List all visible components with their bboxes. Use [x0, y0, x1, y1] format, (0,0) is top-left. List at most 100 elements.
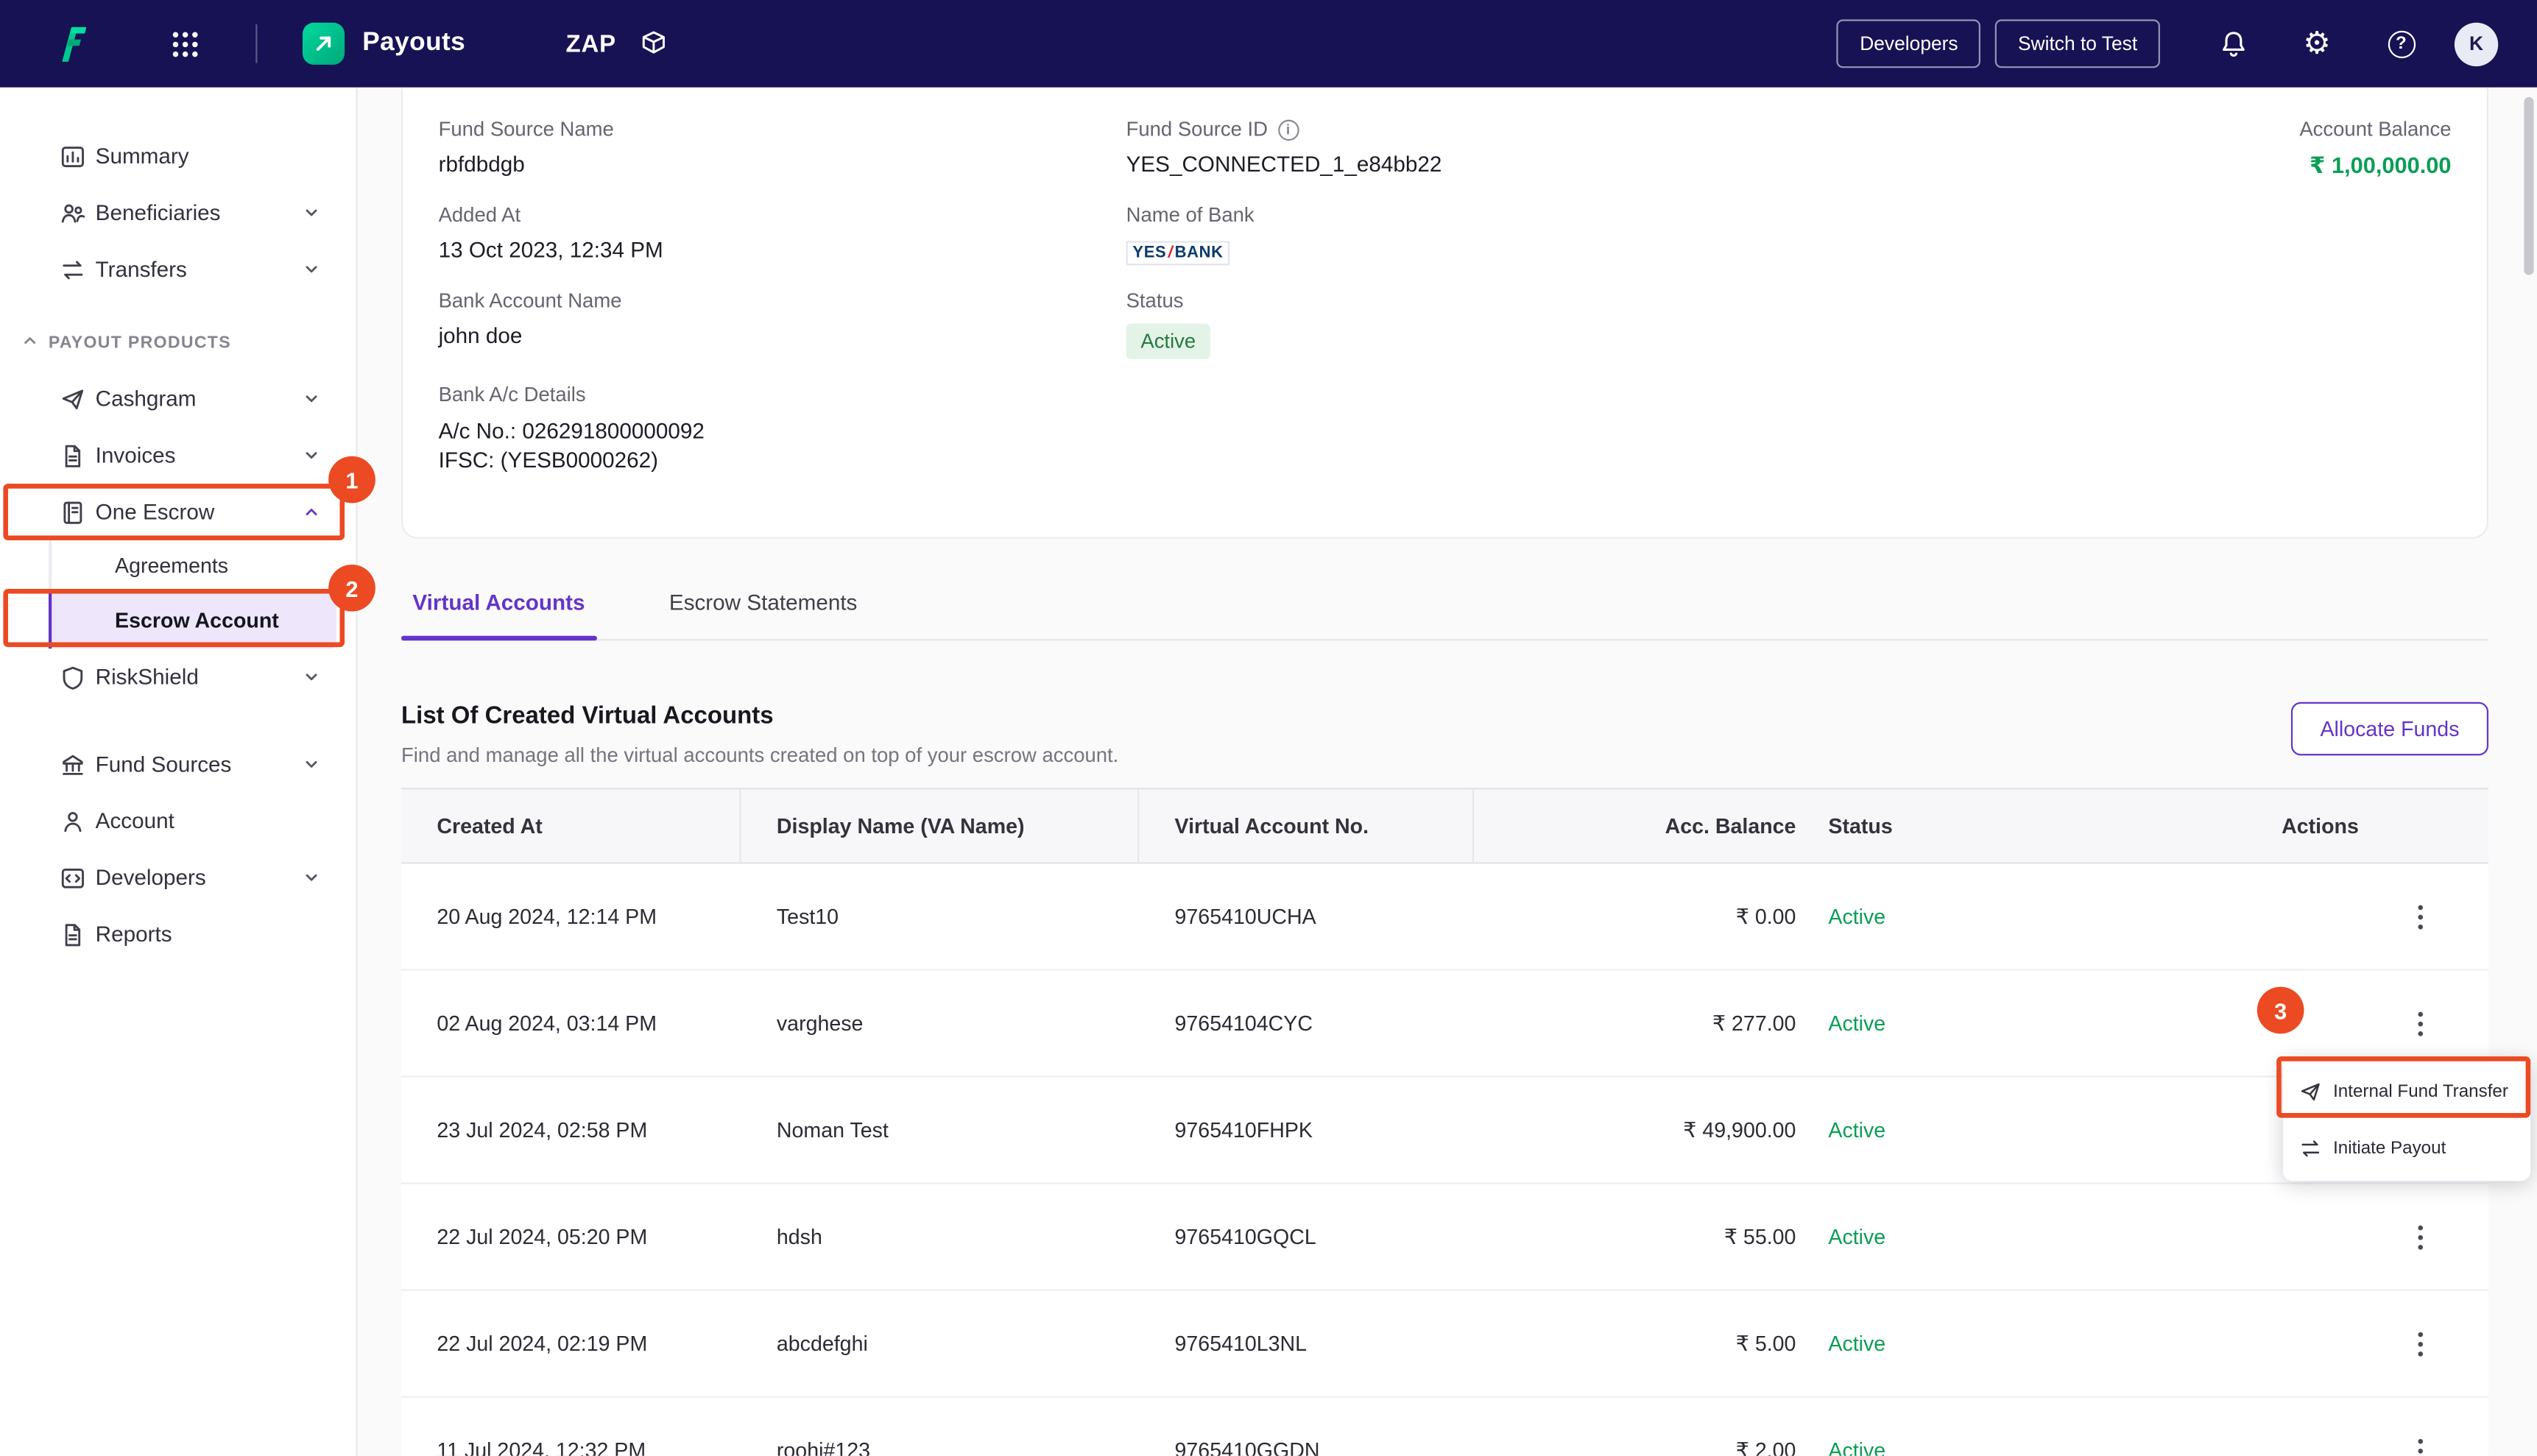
help-icon[interactable]: ?	[2383, 26, 2418, 61]
tab-escrow-statements[interactable]: Escrow Statements	[668, 590, 858, 615]
display-name-cell: Test10	[776, 904, 839, 929]
status-cell: Active	[1828, 1331, 1886, 1356]
chevron-down-icon	[303, 869, 320, 886]
sidebar-item-label: RiskShield	[95, 665, 199, 690]
chevron-up-icon	[21, 328, 39, 357]
status-badge: Active	[1126, 323, 1210, 359]
tab-virtual-accounts[interactable]: Virtual Accounts	[401, 578, 596, 641]
column-header: Created At	[401, 789, 741, 863]
va-number-cell: 9765410FHPK	[1174, 1117, 1313, 1142]
field-label: Status	[1126, 289, 1184, 313]
field-label: Fund Source ID i	[1126, 118, 2079, 141]
va-number-cell: 9765410UCHA	[1174, 904, 1316, 929]
one-escrow-submenu: Agreements Escrow Account	[48, 540, 356, 649]
sidebar-item-label: Escrow Account	[115, 607, 279, 632]
allocate-funds-button[interactable]: Allocate Funds	[2290, 702, 2489, 756]
chevron-down-icon	[303, 390, 320, 408]
sidebar-item-label: Account	[95, 808, 174, 833]
paper-plane-icon	[2301, 1082, 2320, 1100]
field-value: john doe	[438, 323, 523, 348]
sidebar-item-one-escrow[interactable]: One Escrow	[0, 484, 356, 540]
balance-cell: ₹ 5.00	[1735, 1330, 1796, 1355]
info-icon[interactable]: i	[1277, 119, 1299, 141]
column-header: Status	[1828, 813, 1893, 838]
sidebar-item-label: One Escrow	[95, 500, 215, 525]
sidebar-item-label: Cashgram	[95, 386, 197, 411]
payouts-product-icon	[302, 22, 345, 65]
table-row: 20 Aug 2024, 12:14 PM Test10 9765410UCHA…	[401, 863, 2489, 971]
row-actions-kebab-icon[interactable]	[2401, 1004, 2440, 1043]
status-cell: Active	[1828, 904, 1886, 929]
page-scrollbar[interactable]	[2524, 96, 2534, 275]
field-value: 13 Oct 2023, 12:34 PM	[438, 238, 663, 263]
sidebar-item-escrow-account[interactable]: Escrow Account	[48, 590, 337, 649]
sidebar-item-label: Summary	[95, 144, 189, 169]
fund-source-name-field: Fund Source Name rbfdbdgb	[439, 118, 1126, 180]
sidebar-item-label: Fund Sources	[95, 752, 232, 777]
bank-ac-details-field: Bank A/c Details A/c No.: 02629180000009…	[439, 384, 1126, 476]
sidebar-item-developers[interactable]: Developers	[0, 849, 356, 906]
balance-cell: ₹ 0.00	[1735, 903, 1796, 928]
transfers-icon	[58, 255, 85, 283]
field-label: Name of Bank	[1126, 203, 1255, 227]
fund-sources-icon	[58, 751, 85, 778]
invoices-icon	[58, 442, 85, 469]
column-header: Virtual Account No.	[1139, 789, 1475, 863]
sidebar-item-label: Beneficiaries	[95, 200, 221, 225]
sidebar-item-account[interactable]: Account	[0, 793, 356, 849]
sidebar-item-invoices[interactable]: Invoices	[0, 427, 356, 484]
switch-to-test-button[interactable]: Switch to Test	[1995, 19, 2160, 68]
field-label: Bank A/c Details	[438, 383, 586, 406]
product-name: Payouts	[362, 29, 466, 57]
developers-button[interactable]: Developers	[1837, 19, 1981, 68]
created-at-cell: 02 Aug 2024, 03:14 PM	[437, 1011, 657, 1036]
menu-item-internal-fund-transfer[interactable]: Internal Fund Transfer	[2283, 1063, 2530, 1120]
sidebar-item-agreements[interactable]: Agreements	[52, 540, 336, 590]
row-actions-kebab-icon[interactable]	[2401, 1431, 2440, 1456]
cashfree-logo-icon[interactable]	[49, 23, 91, 65]
created-at-cell: 22 Jul 2024, 02:19 PM	[437, 1331, 648, 1356]
account-balance-field: Account Balance ₹ 1,00,000.00	[2079, 118, 2451, 180]
field-label: Bank Account Name	[438, 289, 622, 313]
summary-icon	[58, 142, 85, 169]
one-escrow-icon	[58, 498, 85, 526]
row-actions-kebab-icon[interactable]	[2401, 1324, 2440, 1363]
status-field: Status Active	[1126, 289, 2079, 359]
row-actions-kebab-icon[interactable]	[2401, 897, 2440, 936]
balance-cell: ₹ 2.00	[1735, 1437, 1796, 1456]
user-avatar[interactable]: K	[2454, 21, 2499, 66]
settings-gear-icon[interactable]: ⚙	[2303, 25, 2331, 61]
chevron-down-icon	[303, 261, 320, 278]
apps-grid-icon[interactable]	[169, 27, 201, 60]
tab-bar: Virtual Accounts Escrow Statements	[401, 578, 2489, 641]
sidebar-section-label: PAYOUT PRODUCTS	[48, 332, 231, 352]
sidebar-item-reports[interactable]: Reports	[0, 906, 356, 963]
balance-cell: ₹ 49,900.00	[1683, 1117, 1796, 1142]
table-row: 11 Jul 2024, 12:32 PM roohi#123 9765410G…	[401, 1397, 2489, 1456]
sidebar-item-riskshield[interactable]: RiskShield	[0, 649, 356, 705]
sidebar-item-summary[interactable]: Summary	[0, 128, 356, 185]
table-row: 22 Jul 2024, 05:20 PM hdsh 9765410GQCL ₹…	[401, 1184, 2489, 1291]
sidebar-item-cashgram[interactable]: Cashgram	[0, 370, 356, 427]
yes-bank-logo: YES / BANK	[1126, 241, 1230, 266]
developers-icon	[58, 864, 85, 891]
reports-icon	[58, 920, 85, 947]
created-at-cell: 20 Aug 2024, 12:14 PM	[437, 904, 657, 929]
balance-cell: ₹ 55.00	[1723, 1223, 1796, 1248]
workspace-name: ZAP	[565, 29, 617, 58]
chevron-down-icon	[303, 755, 320, 773]
top-navbar: Payouts ZAP Developers Switch to Test ⚙ …	[0, 0, 2537, 88]
va-number-cell: 9765410GQCL	[1174, 1224, 1316, 1249]
workspace-switcher-icon[interactable]	[639, 29, 668, 59]
sidebar-item-beneficiaries[interactable]: Beneficiaries	[0, 185, 356, 241]
transfer-arrows-icon	[2301, 1139, 2320, 1156]
menu-item-initiate-payout[interactable]: Initiate Payout	[2283, 1120, 2530, 1176]
row-actions-kebab-icon[interactable]	[2401, 1218, 2440, 1257]
menu-item-label: Internal Fund Transfer	[2333, 1081, 2508, 1101]
bank-name-field: Name of Bank YES / BANK	[1126, 204, 2079, 266]
sidebar-item-transfers[interactable]: Transfers	[0, 241, 356, 297]
sidebar-section-payout-products[interactable]: PAYOUT PRODUCTS	[0, 314, 356, 370]
notifications-bell-icon[interactable]	[2215, 26, 2251, 61]
balance-cell: ₹ 277.00	[1712, 1010, 1796, 1035]
sidebar-item-fund-sources[interactable]: Fund Sources	[0, 736, 356, 793]
